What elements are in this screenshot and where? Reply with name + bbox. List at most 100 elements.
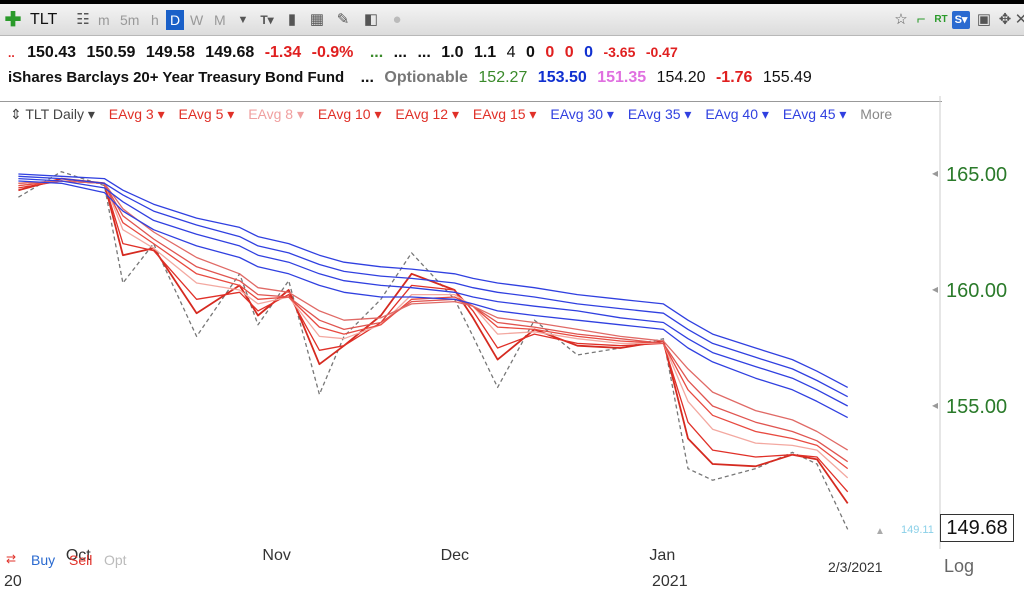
price-tick-label: 155.00 bbox=[946, 396, 1007, 418]
eavg-35-line bbox=[18, 177, 849, 407]
quote-v1: 1.0 bbox=[441, 44, 464, 61]
link-icon[interactable]: ● bbox=[392, 11, 402, 28]
quote-row-2: iShares Barclays 20+ Year Treasury Bond … bbox=[8, 66, 818, 90]
close-icon[interactable]: ✕ bbox=[1014, 11, 1024, 28]
quote-low: 149.58 bbox=[145, 44, 195, 61]
date-tick-label: Dec bbox=[441, 547, 469, 564]
quote-row-1: .. 150.43 150.59 149.58 149.68 -1.34 -0.… bbox=[8, 40, 684, 64]
arrows-icon[interactable]: ⇄ bbox=[6, 552, 17, 566]
price-line bbox=[18, 171, 849, 530]
legend-eavg-3[interactable]: EAvg 3 ▾ bbox=[108, 106, 165, 122]
legend-tlt-daily[interactable]: ⇕ TLT Daily ▾ bbox=[10, 106, 95, 122]
buy-button[interactable]: Buy bbox=[31, 552, 56, 568]
chart-window: ✚ ☷ m 5m h D W M ▼ T▾ ▮ ▦ ✎ ◧ ● ☆ ⌐ RT S… bbox=[0, 4, 1024, 591]
quote-p4: 154.20 bbox=[656, 69, 706, 86]
quote-change-pct: -0.9% bbox=[311, 44, 354, 61]
legend-eavg-15[interactable]: EAvg 15 ▾ bbox=[472, 106, 537, 122]
date-tick-label: Jan bbox=[649, 547, 675, 564]
bar-chart-icon[interactable]: ▮ bbox=[287, 11, 297, 28]
interval-h[interactable]: h bbox=[151, 12, 159, 28]
quote-dots-3: ... bbox=[417, 44, 431, 61]
legend-eavg-30[interactable]: EAvg 30 ▾ bbox=[550, 106, 614, 122]
quote-p3: 151.35 bbox=[597, 69, 647, 86]
quote-v2: 1.1 bbox=[473, 44, 497, 61]
end-date-label: 2/3/2021 bbox=[828, 559, 883, 575]
price-tick-label: 165.00 bbox=[946, 164, 1007, 186]
current-bar-marker: ▲ bbox=[875, 526, 885, 537]
symbol-input[interactable] bbox=[30, 10, 72, 30]
quote-c6: -0.47 bbox=[645, 44, 678, 60]
legend-eavg-35[interactable]: EAvg 35 ▾ bbox=[627, 106, 692, 122]
legend-eavg-8[interactable]: EAvg 8 ▾ bbox=[248, 106, 305, 122]
year-label: 2021 bbox=[652, 573, 688, 590]
opt-button[interactable]: Opt bbox=[104, 552, 127, 568]
quote-dots-4: ... bbox=[360, 69, 374, 86]
date-tick-label: Oct bbox=[66, 547, 91, 564]
interval-month[interactable]: M bbox=[214, 12, 226, 28]
eavg-30-line bbox=[18, 180, 849, 419]
quote-change: -1.34 bbox=[264, 44, 302, 61]
price-tick-label: 160.00 bbox=[946, 280, 1007, 302]
eavg-12-line bbox=[18, 180, 849, 463]
legend-eavg-45[interactable]: EAvg 45 ▾ bbox=[782, 106, 847, 122]
interval-w[interactable]: W bbox=[190, 12, 204, 28]
eavg-45-line bbox=[18, 173, 849, 388]
price-chart[interactable]: ◂ 165.00 ◂ 160.00 ◂ 155.00 149.11 ▲ Oct Nov Dec Ja… bbox=[0, 4, 1024, 591]
eavg-8-line bbox=[18, 180, 849, 479]
quote-c5-val: -3.65 bbox=[603, 44, 636, 60]
quote-p2: 153.50 bbox=[537, 69, 587, 86]
quote-c3: 0 bbox=[545, 44, 555, 61]
move-icon[interactable]: ✥ bbox=[998, 11, 1012, 28]
eavg-40-line bbox=[18, 175, 849, 398]
quote-p5: -1.76 bbox=[715, 69, 753, 86]
legend-eavg-5[interactable]: EAvg 5 ▾ bbox=[178, 106, 235, 122]
legend-eavg-40[interactable]: EAvg 40 ▾ bbox=[705, 106, 769, 122]
quote-c2: 0 bbox=[526, 44, 535, 61]
legend-eavg-10[interactable]: EAvg 10 ▾ bbox=[317, 106, 382, 122]
optionable-label: Optionable bbox=[384, 69, 468, 86]
quote-close: 149.68 bbox=[205, 44, 255, 61]
star-icon[interactable]: ☆ bbox=[894, 11, 908, 28]
quote-p6: 155.49 bbox=[762, 69, 812, 86]
interval-d[interactable]: D bbox=[166, 10, 184, 30]
quote-open: 150.43 bbox=[27, 44, 77, 61]
chart-lines bbox=[18, 171, 849, 530]
interval-5m[interactable]: 5m bbox=[120, 12, 140, 28]
quote-p1: 152.27 bbox=[478, 69, 528, 86]
toolbar: ✚ ☷ m 5m h D W M ▼ T▾ ▮ ▦ ✎ ◧ ● ☆ ⌐ RT S… bbox=[0, 4, 1024, 36]
calculator-icon[interactable]: ▦ bbox=[309, 11, 325, 28]
sell-button[interactable]: Sell bbox=[69, 552, 93, 568]
indicator-legend: ⇕ TLT Daily ▾ EAvg 3 ▾ EAvg 5 ▾ EAvg 8 ▾… bbox=[0, 101, 942, 125]
quote-high: 150.59 bbox=[86, 44, 136, 61]
eavg-3-line bbox=[18, 177, 849, 504]
tv-icon[interactable]: T▾ bbox=[260, 13, 274, 27]
dropdown-arrow-icon[interactable]: ▼ bbox=[237, 14, 249, 26]
pencil-icon[interactable]: ✎ bbox=[336, 11, 350, 28]
fund-name: iShares Barclays 20+ Year Treasury Bond … bbox=[8, 69, 345, 86]
save-icon[interactable]: ▣ bbox=[976, 11, 992, 28]
date-axis: Oct Nov Dec Jan 2021 20 2/3/2021 bbox=[4, 96, 941, 590]
quote-dots-red: .. bbox=[8, 46, 15, 60]
legend-more[interactable]: More bbox=[860, 106, 893, 122]
eavg-15-line bbox=[18, 180, 849, 451]
marker-price-label: 149.11 bbox=[901, 524, 934, 536]
interval-m[interactable]: m bbox=[98, 12, 110, 28]
quote-c4: 0 bbox=[564, 44, 574, 61]
quote-zero-blue: 0 bbox=[584, 44, 593, 61]
quote-dots-1: ... bbox=[369, 44, 384, 61]
add-icon[interactable]: ✚ bbox=[4, 9, 22, 31]
price-tick-marker: ◂ bbox=[932, 398, 938, 412]
eavg-5-line bbox=[18, 180, 849, 493]
legend-eavg-12[interactable]: EAvg 12 ▾ bbox=[395, 106, 459, 122]
grid-icon[interactable]: ☷ bbox=[76, 11, 90, 28]
log-toggle[interactable]: Log bbox=[944, 556, 975, 576]
rt-icon[interactable]: RT bbox=[934, 14, 948, 25]
alert-icon[interactable]: ⌐ bbox=[916, 11, 926, 28]
year-left-label: 20 bbox=[4, 573, 22, 590]
s-icon[interactable]: S▾ bbox=[952, 11, 970, 29]
price-tick-marker: ◂ bbox=[932, 166, 938, 180]
note-icon[interactable]: ◧ bbox=[363, 11, 379, 28]
price-axis: ◂ 165.00 ◂ 160.00 ◂ 155.00 149.11 ▲ bbox=[875, 164, 1007, 537]
quote-dots-2: ... bbox=[393, 44, 407, 61]
price-tick-marker: ◂ bbox=[932, 282, 938, 296]
